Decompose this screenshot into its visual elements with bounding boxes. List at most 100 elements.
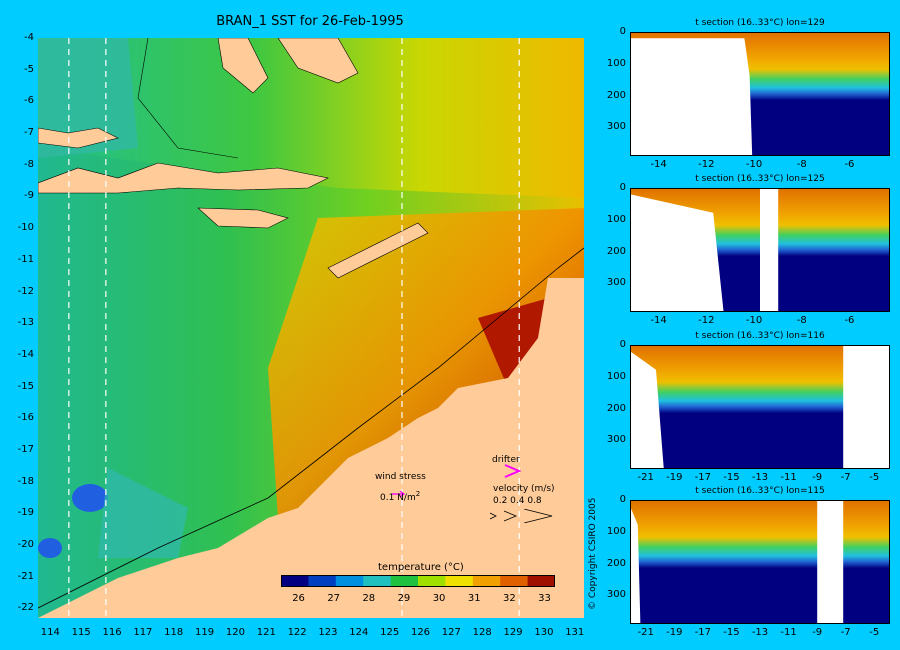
map-y-tick: -7 (24, 127, 34, 139)
colorbar-segment (527, 575, 555, 587)
section-x-tick: -6 (844, 159, 855, 170)
section-frame (630, 188, 890, 312)
section-x-tick: -11 (780, 472, 797, 483)
map-y-tick: -21 (17, 570, 34, 582)
page-title: BRAN_1 SST for 26-Feb-1995 (216, 14, 404, 29)
section-x-tick: -7 (840, 627, 851, 638)
section-y-tick: 300 (606, 121, 626, 133)
wind-stress-unit-superscript: 2 (415, 490, 421, 498)
wind-stress-label: wind stress (375, 472, 426, 482)
wind-stress-value-text: 0.1 N/m (380, 493, 416, 503)
section-no-data-region (817, 500, 844, 624)
sst-map (38, 38, 584, 618)
colorbar-tick: 26 (292, 593, 305, 604)
section-y-tick: 200 (606, 89, 626, 101)
map-y-tick: -11 (17, 253, 34, 265)
section-y-tick: 0 (619, 494, 626, 505)
section-y-tick: 100 (606, 525, 626, 537)
colorbar-tick: 27 (327, 593, 341, 604)
section-x-tick: -17 (694, 627, 712, 638)
colorbar-tick: 28 (362, 593, 376, 604)
section-lines (68, 38, 520, 618)
section-y-tick: 100 (606, 213, 626, 225)
section-no-data-region (630, 351, 664, 469)
section-x-tick: -9 (812, 627, 823, 638)
map-x-tick: 129 (503, 627, 523, 638)
section-title: t section (16..33°C) lon=129 (695, 18, 825, 28)
map-y-tick: -8 (24, 158, 34, 170)
section-title: t section (16..33°C) lon=115 (695, 486, 825, 496)
map-y-tick: -13 (17, 317, 34, 329)
section-y-tick: 0 (619, 182, 626, 193)
section-y-tick: 300 (606, 589, 626, 601)
map-x-tick: 122 (287, 627, 307, 638)
section-no-data-region (760, 188, 779, 312)
map-y-tick: -19 (17, 507, 34, 519)
map-x-tick: 117 (133, 627, 153, 638)
drifter-label: drifter (492, 455, 520, 465)
section-x-tick: -5 (869, 627, 880, 638)
section-x-tick: -12 (698, 315, 715, 326)
section-x-tick: -7 (840, 472, 851, 483)
section-x-tick: -12 (698, 159, 715, 170)
section-frame (630, 32, 890, 156)
map-x-tick: 125 (380, 627, 400, 638)
section-x-tick: -19 (666, 472, 683, 483)
map-x-tick: 123 (318, 627, 338, 638)
colorbar-segment (445, 575, 474, 587)
section-y-tick: 100 (606, 370, 626, 382)
map-x-tick: 115 (71, 627, 91, 638)
map-x-tick: 114 (40, 627, 60, 638)
section-x-tick: -21 (637, 627, 654, 638)
section-x-tick: -10 (745, 315, 763, 326)
map-y-tick: -6 (24, 95, 34, 107)
section-x-tick: -14 (650, 159, 667, 170)
sst-map-panel (38, 38, 584, 618)
section-frame (630, 345, 890, 469)
section-x-tick: -8 (796, 315, 807, 326)
section-x-tick: -19 (666, 627, 683, 638)
section-x-tick: -13 (751, 472, 769, 483)
section-x-tick: -6 (844, 315, 855, 326)
map-x-tick: 120 (225, 627, 245, 638)
section-y-tick: 0 (619, 339, 626, 350)
section-x-tick: -14 (650, 315, 667, 326)
section-y-tick: 100 (606, 57, 626, 69)
colorbar-segment (390, 575, 419, 587)
map-x-tick: 116 (102, 627, 122, 638)
colorbar-segment (335, 575, 364, 587)
colorbar-tick: 32 (502, 593, 516, 604)
map-y-tick: -10 (17, 222, 34, 234)
copyright-text: © Copyright CSIRO 2005 (588, 497, 598, 610)
section-x-tick: -15 (723, 472, 740, 483)
map-x-tick: 118 (164, 627, 184, 638)
section-y-tick: 0 (619, 26, 626, 37)
section-no-data-region (843, 345, 890, 469)
section-x-tick: -8 (796, 159, 807, 170)
map-y-tick: -14 (17, 348, 34, 360)
colorbar-segment (363, 575, 392, 587)
section-y-tick: 200 (606, 402, 626, 414)
map-x-tick: 127 (441, 627, 461, 638)
map-x-tick: 121 (256, 627, 276, 638)
section-x-tick: -13 (751, 627, 769, 638)
section-x-tick: -17 (694, 472, 712, 483)
map-y-tick: -20 (17, 539, 34, 551)
map-y-tick: -22 (17, 602, 34, 614)
section-y-tick: 300 (606, 277, 626, 289)
map-x-tick: 128 (472, 627, 492, 638)
colorbar-tick: 33 (538, 593, 551, 604)
colorbar-tick: 29 (397, 593, 411, 604)
colorbar-title: temperature (°C) (378, 562, 464, 573)
drifter-arrow-icon (503, 463, 522, 478)
section-x-tick: -10 (745, 159, 763, 170)
section-x-tick: -11 (780, 627, 797, 638)
colorbar-tick: 30 (432, 593, 446, 604)
section-no-data-region (630, 38, 753, 156)
section-y-tick: 200 (606, 245, 626, 257)
section-no-data-region (630, 194, 724, 312)
map-y-tick: -5 (24, 63, 34, 75)
map-x-tick: 130 (534, 627, 554, 638)
section-x-tick: -21 (637, 472, 654, 483)
wind-stress-value: 0.1 N/m2 (380, 490, 420, 503)
